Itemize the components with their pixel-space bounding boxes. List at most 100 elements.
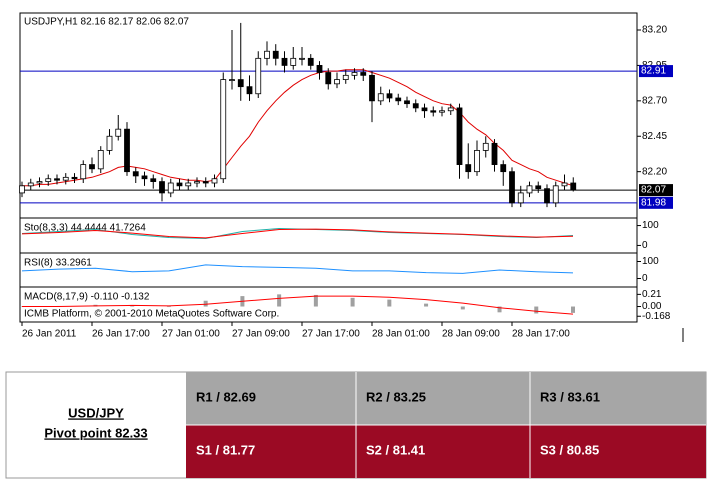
y-tick-label: 82.70 <box>642 95 667 106</box>
y-tick-label: 0.21 <box>642 289 662 300</box>
x-tick-label: 28 Jan 01:00 <box>372 329 430 340</box>
candle-body <box>185 182 192 187</box>
candle-body <box>456 107 463 165</box>
price-level-label: 82.07 <box>641 185 666 196</box>
candle-body <box>474 150 480 173</box>
pivot-cell: R1 / 82.69 <box>196 389 256 404</box>
candle-body <box>237 79 244 88</box>
y-tick-label: 100 <box>642 256 659 267</box>
panel-title: RSI(8) 33.2961 <box>24 258 92 269</box>
histogram-bar <box>203 300 208 307</box>
candle-body <box>509 171 515 204</box>
indicator-line <box>21 228 574 239</box>
pivot-cell: S3 / 80.85 <box>540 442 599 457</box>
candle-body <box>246 86 253 95</box>
candle-body <box>106 135 113 151</box>
candle-body <box>220 79 227 180</box>
candle-body <box>299 57 305 60</box>
y-tick-label: 82.20 <box>642 166 667 177</box>
candle-body <box>124 128 130 173</box>
candle-body <box>211 178 218 184</box>
candle-body <box>369 74 375 102</box>
candle-body <box>561 182 568 187</box>
candle-body <box>544 188 550 204</box>
candle-body <box>395 97 402 102</box>
candle-body <box>377 93 384 102</box>
candle-body <box>141 175 148 180</box>
panel-title: Sto(8,3,3) 44.4444 41.7264 <box>24 223 146 234</box>
indicator-line <box>21 264 574 274</box>
candle-body <box>167 182 174 194</box>
histogram-bar <box>350 297 355 307</box>
candle-body <box>27 182 34 187</box>
candle-body <box>229 79 235 81</box>
candle-body <box>89 164 95 170</box>
histogram-bar <box>277 294 282 307</box>
price-level-box <box>639 184 673 197</box>
candle-body <box>465 164 472 173</box>
candle-body <box>36 181 43 184</box>
chart-frame <box>19 12 638 323</box>
candle-body <box>360 72 367 76</box>
candle-body <box>430 110 437 113</box>
price-level-box <box>639 65 673 78</box>
candle-body <box>351 72 358 76</box>
histogram-bar <box>460 306 465 310</box>
candle-body <box>71 176 78 180</box>
pivot: Pivot point 82.33 <box>44 425 147 440</box>
candle-body <box>316 65 323 73</box>
candle-body <box>500 164 507 173</box>
candle-body <box>19 185 25 194</box>
resistance-row <box>186 372 706 425</box>
price-level-label: 81.98 <box>641 197 666 208</box>
candle-body <box>264 50 270 59</box>
candle-body <box>526 185 533 194</box>
panel-title: MACD(8,17,9) -0.110 -0.132 <box>24 292 150 303</box>
candle-body <box>482 142 489 151</box>
pair: USD/JPY <box>68 405 124 420</box>
x-tick-label: 27 Jan 09:00 <box>232 329 290 340</box>
y-tick-label: 0.00 <box>642 301 662 312</box>
candle-body <box>552 185 559 204</box>
support-row <box>186 425 706 478</box>
candle-body <box>325 72 332 85</box>
candle-body <box>412 103 419 109</box>
candle-body <box>80 164 87 180</box>
candle-body <box>132 171 139 177</box>
x-tick-label: 28 Jan 09:00 <box>442 329 500 340</box>
y-tick-label: -0.168 <box>642 311 671 322</box>
y-tick-label: 100 <box>642 220 659 231</box>
histogram-bar <box>497 306 502 313</box>
y-tick-label: 83.20 <box>642 25 667 36</box>
x-tick-label: 26 Jan 17:00 <box>92 329 150 340</box>
pivot-cell: S2 / 81.41 <box>366 442 425 457</box>
candle-body <box>439 110 445 113</box>
x-tick-label: 27 Jan 17:00 <box>302 329 360 340</box>
histogram-bar <box>166 306 171 308</box>
candle-body <box>517 192 524 204</box>
candle-body <box>535 185 542 190</box>
candle-body <box>386 93 393 99</box>
pivot-cell: S1 / 81.77 <box>196 442 255 457</box>
candle-body <box>115 128 122 137</box>
histogram-bar <box>387 299 392 307</box>
candle-body <box>447 107 454 112</box>
candle-body <box>570 182 577 191</box>
pivot-table: USD/JPY Pivot point 82.33 R1 / 82.69 R2 /… <box>5 371 707 479</box>
histogram-bar <box>424 303 429 307</box>
candle-body <box>290 57 297 66</box>
histogram-bar <box>313 294 318 307</box>
candle-body <box>202 181 209 184</box>
pivot-cell: R3 / 83.61 <box>540 389 600 404</box>
x-tick-label: 27 Jan 01:00 <box>162 329 220 340</box>
histogram-bar <box>571 306 575 313</box>
candle-body <box>404 100 410 105</box>
moving-average <box>22 69 574 187</box>
candle-body <box>54 178 60 181</box>
histogram-bar <box>130 305 135 307</box>
candle-body <box>491 142 498 165</box>
candle-body <box>307 57 314 66</box>
price-level-label: 82.91 <box>641 66 666 77</box>
candle-body <box>194 181 200 184</box>
candle-body <box>62 176 69 181</box>
